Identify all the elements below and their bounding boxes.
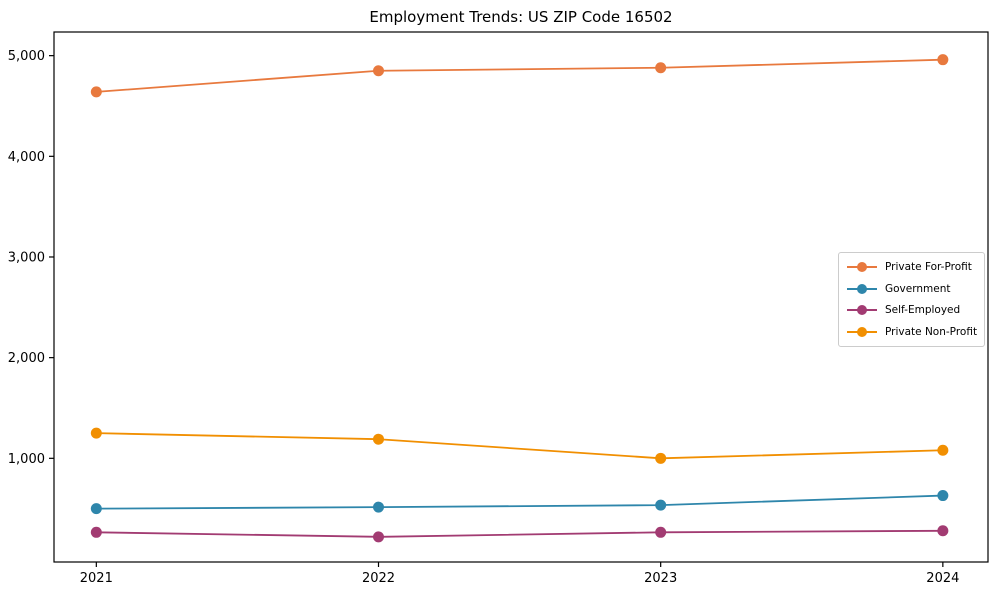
chart-title: Employment Trends: US ZIP Code 16502	[369, 8, 673, 26]
legend-label: Private For-Profit	[885, 260, 972, 273]
series-line	[96, 494, 943, 510]
x-axis-tick-label: 2021	[80, 571, 113, 586]
data-point-marker	[90, 427, 102, 439]
data-point-marker	[373, 433, 385, 445]
data-point-marker	[655, 62, 667, 74]
data-point-marker	[90, 86, 102, 98]
data-point-marker	[937, 444, 949, 456]
legend-entry-private-non-profit: Private Non-Profit	[847, 322, 978, 343]
legend: Private For-Profit Government Self-Emplo…	[838, 252, 985, 347]
legend-label: Government	[885, 282, 951, 295]
line-circle-marker-icon	[847, 283, 877, 295]
y-axis-tick-label: 4,000	[8, 150, 45, 165]
line-circle-marker-icon	[847, 304, 877, 316]
series-line	[96, 432, 943, 460]
x-axis-tick-label: 2022	[362, 571, 395, 586]
line-circle-marker-icon	[847, 326, 877, 338]
data-point-marker	[373, 531, 385, 543]
y-axis-tick-label: 3,000	[8, 250, 45, 265]
line-circle-marker-icon	[847, 261, 877, 273]
legend-entry-private-for-profit: Private For-Profit	[847, 256, 976, 277]
data-point-marker	[655, 499, 667, 511]
y-axis-tick-label: 2,000	[8, 351, 45, 366]
data-point-marker	[937, 525, 949, 537]
data-point-marker	[937, 54, 949, 66]
data-point-marker	[90, 503, 102, 515]
legend-entry-self-employed: Self-Employed	[847, 300, 976, 321]
y-axis-tick-label: 5,000	[8, 49, 45, 64]
y-axis-tick-label: 1,000	[8, 452, 45, 467]
data-point-marker	[937, 490, 949, 502]
data-point-marker	[373, 501, 385, 513]
data-point-marker	[373, 65, 385, 77]
x-axis-tick-label: 2023	[644, 571, 677, 586]
x-axis-tick-label: 2024	[926, 571, 959, 586]
legend-label: Self-Employed	[885, 304, 961, 317]
legend-entry-government: Government	[847, 278, 976, 299]
series-line	[96, 529, 943, 538]
data-point-marker	[655, 452, 667, 464]
axes-frame	[53, 31, 989, 563]
legend-label: Private Non-Profit	[885, 326, 978, 339]
data-point-marker	[90, 526, 102, 538]
data-point-marker	[655, 526, 667, 538]
series-line	[96, 58, 943, 93]
